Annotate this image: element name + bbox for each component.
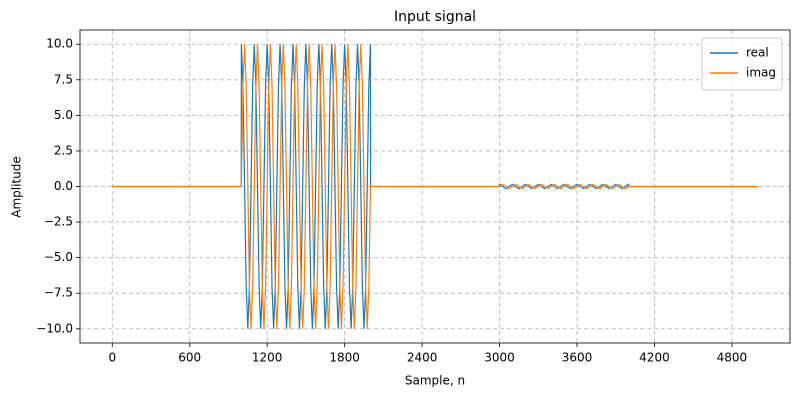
x-tick-label: 2400: [407, 351, 438, 365]
y-tick-label: 2.5: [54, 143, 73, 157]
y-tick-label: −5.0: [44, 250, 73, 264]
y-tick-label: 7.5: [54, 72, 73, 86]
y-tick-label: 5.0: [54, 108, 73, 122]
y-axis-label: Amplitude: [10, 156, 24, 218]
plot-frame: [79, 29, 791, 344]
legend-label: real: [746, 46, 769, 60]
x-tick-label: 600: [178, 351, 201, 365]
x-tick-label: 4800: [717, 351, 748, 365]
y-tick-label: 10.0: [46, 37, 73, 51]
y-tick-label: −7.5: [44, 286, 73, 300]
x-tick-label: 3600: [562, 351, 593, 365]
chart-title: Input signal: [394, 9, 476, 25]
legend-box: [701, 37, 783, 91]
series-line: [112, 44, 758, 329]
x-tick-label: 4200: [639, 351, 670, 365]
x-axis-label: Sample, n: [405, 374, 465, 388]
x-tick-label: 0: [108, 351, 116, 365]
x-tick-label: 1200: [252, 351, 283, 365]
series-line: [112, 44, 758, 329]
x-tick-label: 3000: [484, 351, 515, 365]
x-tick-label: 1800: [329, 351, 360, 365]
y-tick-label: −10.0: [36, 321, 73, 335]
y-tick-label: −2.5: [44, 215, 73, 229]
legend-label: imag: [746, 66, 776, 80]
y-tick-label: 0.0: [54, 179, 73, 193]
